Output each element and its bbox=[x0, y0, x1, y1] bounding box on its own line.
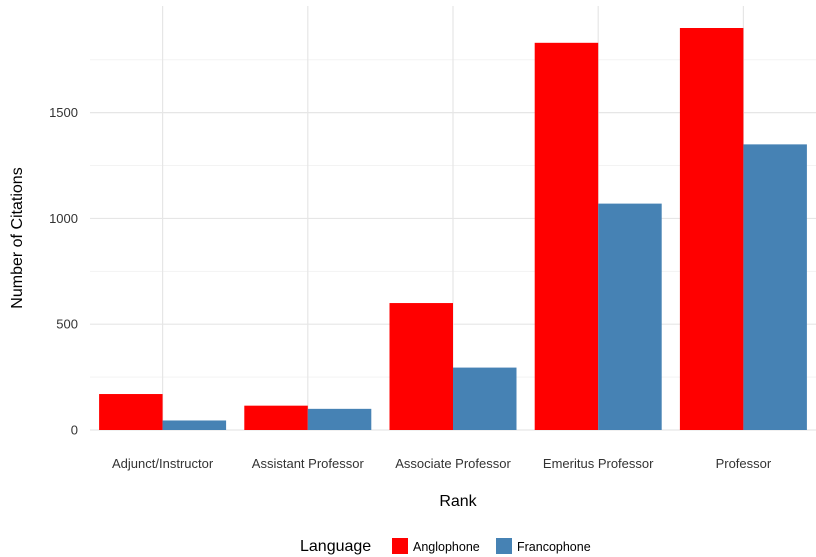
x-axis-ticks: Adjunct/Instructor Assistant Professor Ass… bbox=[112, 456, 772, 471]
y-tick-label: 0 bbox=[71, 423, 78, 438]
bar-francophone bbox=[162, 420, 227, 430]
y-axis-title: Number of Citations bbox=[9, 167, 26, 308]
legend-label-anglophone: Anglophone bbox=[413, 540, 480, 554]
x-tick-label: Assistant Professor bbox=[252, 456, 365, 471]
x-tick-label: Emeritus Professor bbox=[543, 456, 654, 471]
bar-francophone bbox=[307, 408, 372, 430]
y-tick-label: 1000 bbox=[49, 211, 78, 226]
y-tick-label: 1500 bbox=[49, 105, 78, 120]
y-tick-label: 500 bbox=[56, 317, 78, 332]
y-axis-ticks: 0 500 1000 1500 bbox=[49, 105, 78, 437]
legend: Language Anglophone Francophone bbox=[300, 538, 591, 555]
bar-anglophone bbox=[99, 394, 163, 430]
x-tick-label: Professor bbox=[716, 456, 772, 471]
bar-anglophone bbox=[534, 42, 599, 431]
legend-title: Language bbox=[300, 538, 371, 555]
bars bbox=[99, 28, 807, 431]
x-axis-title: Rank bbox=[439, 493, 477, 510]
bar-anglophone bbox=[679, 28, 744, 430]
bar-francophone bbox=[453, 367, 517, 430]
legend-key-anglophone bbox=[392, 538, 408, 554]
legend-key-francophone bbox=[496, 538, 512, 554]
bar-anglophone bbox=[244, 405, 308, 430]
bar-francophone bbox=[743, 144, 807, 431]
bar-anglophone bbox=[389, 303, 453, 430]
x-tick-label: Associate Professor bbox=[395, 456, 511, 471]
bar-francophone bbox=[598, 203, 662, 430]
x-tick-label: Adjunct/Instructor bbox=[112, 456, 214, 471]
legend-label-francophone: Francophone bbox=[517, 540, 591, 554]
